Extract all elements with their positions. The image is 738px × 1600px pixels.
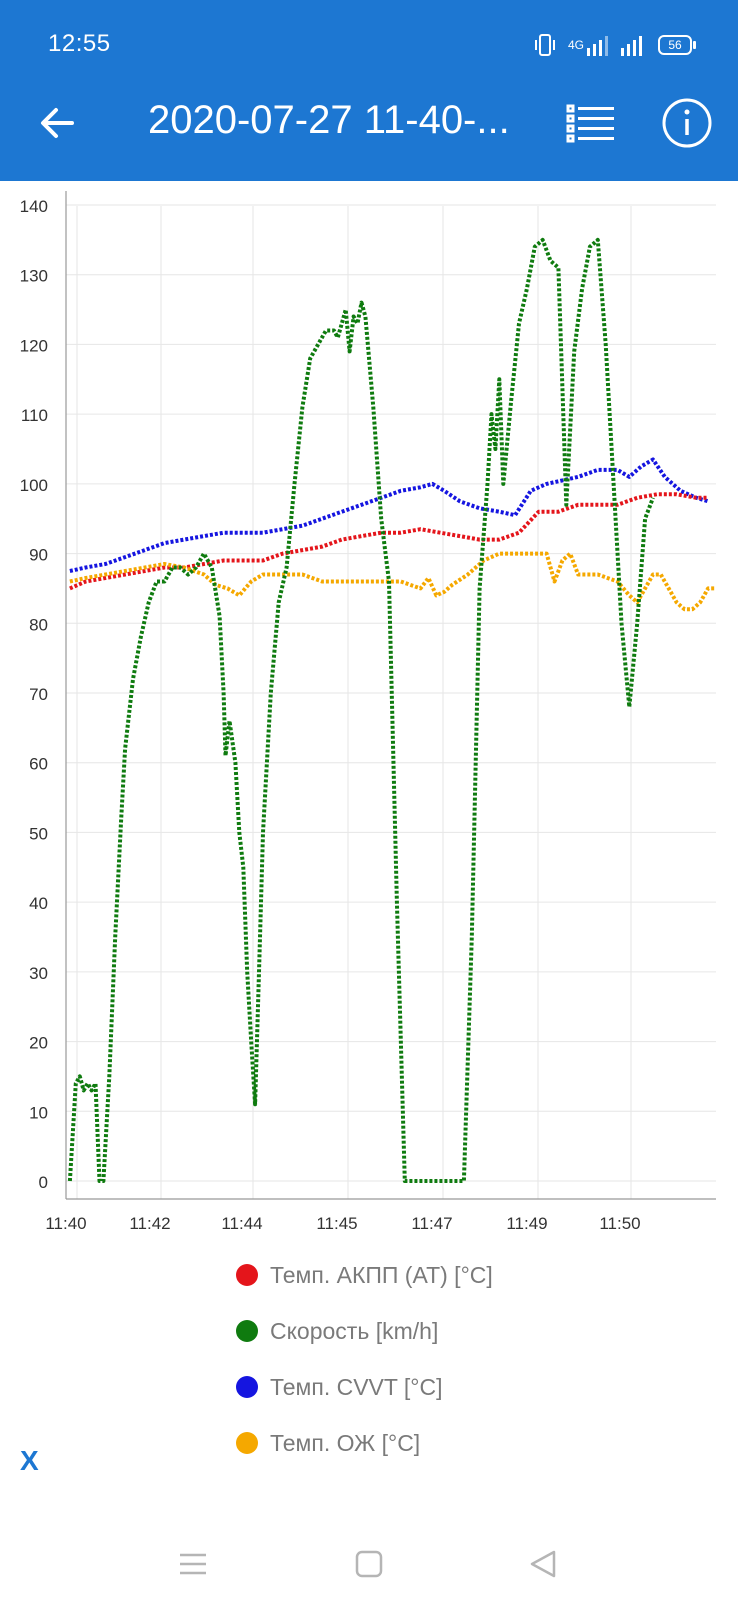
y-tick-label: 90	[29, 546, 48, 565]
y-tick-label: 60	[29, 755, 48, 774]
legend-item-at-temp: Темп. АКПП (AT) [°C]	[236, 1260, 493, 1290]
x-tick-label: 11:42	[129, 1214, 170, 1233]
legend-label: Скорость [km/h]	[270, 1317, 439, 1344]
y-tick-label: 10	[29, 1103, 48, 1122]
y-tick-label: 40	[29, 894, 48, 913]
y-tick-label: 120	[20, 336, 48, 355]
line-chart[interactable]: 0 10 20 30 40 50 60 70 80 90 100 110 120 130 140 11:40 1…	[0, 181, 738, 1251]
legend-item-speed: Скорость [km/h]	[236, 1316, 493, 1346]
y-tick-label: 70	[29, 685, 48, 704]
y-tick-label: 20	[29, 1034, 48, 1053]
y-tick-label: 50	[29, 824, 48, 843]
signal-icon-1	[587, 36, 608, 56]
legend-item-cvvt-temp: Темп. CVVT [°C]	[236, 1372, 493, 1402]
back-triangle-icon[interactable]	[530, 1550, 556, 1578]
status-time: 12:55	[48, 30, 111, 57]
legend-label: Темп. CVVT [°C]	[270, 1373, 443, 1400]
x-axis-toggle-button[interactable]: X	[20, 1445, 39, 1476]
y-tick-label: 30	[29, 964, 48, 983]
y-tick-label: 100	[20, 476, 48, 495]
network-type: 4G	[567, 38, 584, 52]
series-line-1	[67, 237, 655, 1183]
battery-icon: 56	[658, 35, 696, 55]
y-tick-label: 140	[20, 197, 48, 216]
y-tick-label: 130	[20, 267, 48, 286]
legend-dot	[236, 1264, 258, 1286]
menu-icon[interactable]	[180, 1553, 206, 1575]
legend-label: Темп. ОЖ [°C]	[270, 1429, 421, 1456]
list-icon[interactable]	[566, 104, 616, 144]
legend-dot	[236, 1432, 258, 1454]
page-title: 2020-07-27 11-40-...	[148, 98, 510, 142]
y-tick-label: 110	[21, 406, 48, 425]
y-tick-label: 80	[29, 615, 48, 634]
legend-dot	[236, 1320, 258, 1342]
back-arrow-icon[interactable]	[38, 103, 78, 143]
signal-icon-2	[621, 36, 642, 56]
vibrate-icon	[534, 34, 555, 56]
home-square-icon[interactable]	[355, 1550, 383, 1578]
info-icon[interactable]	[662, 98, 712, 148]
legend-label: Темп. АКПП (AT) [°C]	[270, 1261, 493, 1288]
system-nav-bar	[180, 1550, 556, 1578]
y-tick-label: 0	[39, 1173, 48, 1192]
chart-legend: Темп. АКПП (AT) [°C] Скорость [km/h] Тем…	[236, 1260, 493, 1484]
x-tick-label: 11:40	[45, 1214, 86, 1233]
legend-dot	[236, 1376, 258, 1398]
x-tick-label: 11:49	[506, 1214, 547, 1233]
legend-item-coolant-temp: Темп. ОЖ [°C]	[236, 1428, 493, 1458]
status-icons: 4G 56	[534, 32, 696, 58]
series-line-3	[69, 551, 716, 612]
x-tick-label: 11:50	[599, 1214, 640, 1233]
app-bar: 12:55 4G 56 2020-07-27 11-40-...	[0, 0, 738, 181]
x-tick-label: 11:47	[411, 1214, 452, 1233]
x-tick-label: 11:45	[316, 1214, 357, 1233]
series-line-2	[69, 457, 709, 573]
x-tick-label: 11:44	[221, 1214, 262, 1233]
